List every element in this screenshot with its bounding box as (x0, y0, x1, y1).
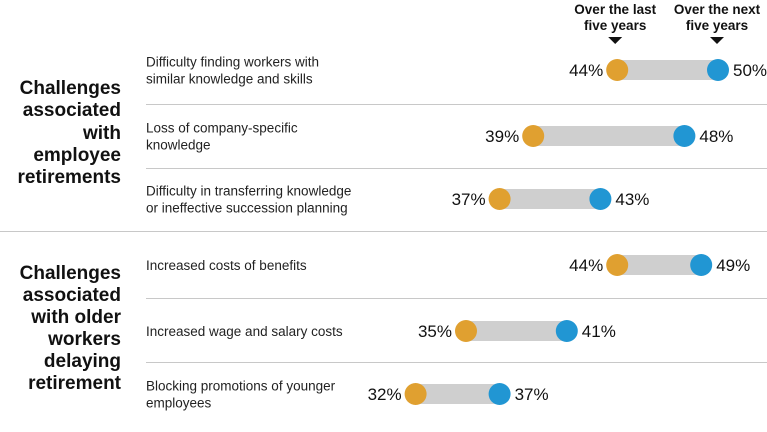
group-label: employee (33, 145, 121, 166)
item-label: employees (146, 396, 212, 411)
past-dot (404, 383, 427, 405)
group-label: Challenges (20, 78, 121, 99)
range-bar (617, 60, 718, 80)
future-value-label: 37% (515, 385, 549, 404)
past-value-label: 37% (452, 190, 486, 209)
group-label: workers (47, 329, 121, 350)
past-value-label: 35% (418, 322, 452, 341)
future-dot (589, 188, 612, 210)
item-label: Increased wage and salary costs (146, 324, 343, 339)
legend-future-label: five years (686, 18, 748, 33)
legend-past-arrow-icon (608, 37, 623, 44)
range-bar (533, 126, 685, 146)
group-label: associated (23, 285, 121, 306)
legend-past-label: five years (584, 18, 646, 33)
future-value-label: 49% (716, 256, 750, 275)
item-label: Difficulty in transferring knowledge (146, 184, 351, 199)
future-dot (673, 125, 696, 147)
past-value-label: 44% (569, 61, 603, 80)
future-dot (707, 59, 729, 81)
future-value-label: 43% (615, 190, 649, 209)
future-value-label: 50% (733, 61, 767, 80)
future-dot (690, 254, 713, 276)
item-label: similar knowledge and skills (146, 72, 313, 87)
item-label: or ineffective succession planning (146, 201, 348, 216)
range-bar (415, 384, 500, 404)
item-label: Difficulty finding workers with (146, 55, 319, 70)
future-value-label: 48% (699, 127, 733, 146)
group-label: delaying (44, 351, 121, 372)
range-bar (617, 255, 702, 275)
past-dot (522, 125, 545, 147)
past-value-label: 44% (569, 256, 603, 275)
range-bar (499, 189, 601, 209)
legend-future-label: Over the next (674, 2, 761, 17)
item-label: Blocking promotions of younger (146, 379, 336, 394)
past-dot (606, 254, 629, 276)
legend-future-arrow-icon (710, 37, 724, 44)
past-dot (488, 188, 511, 210)
item-label: knowledge (146, 138, 211, 153)
future-value-label: 41% (582, 322, 616, 341)
past-value-label: 39% (485, 127, 519, 146)
group-label: retirement (28, 373, 122, 394)
group-label: Challenges (20, 263, 121, 284)
group-label: associated (23, 100, 121, 121)
group-label: with (82, 123, 121, 144)
past-dot (606, 59, 629, 81)
past-value-label: 32% (368, 385, 402, 404)
future-dot (488, 383, 511, 405)
group-label: retirements (18, 167, 122, 188)
past-dot (455, 320, 477, 342)
legend-past-label: Over the last (574, 2, 656, 17)
group-label: with older (30, 307, 121, 328)
future-dot (555, 320, 578, 342)
item-label: Loss of company-specific (146, 121, 298, 136)
item-label: Increased costs of benefits (146, 258, 307, 273)
range-bar (466, 321, 567, 341)
